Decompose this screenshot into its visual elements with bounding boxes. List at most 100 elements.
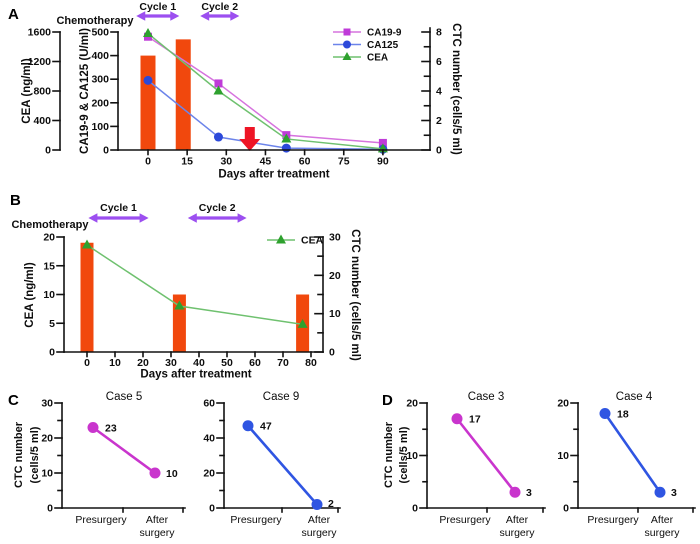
case-line — [455, 417, 517, 494]
value-label: 47 — [260, 421, 272, 433]
cycle-label: Cycle 1 — [100, 202, 137, 214]
arrow-head-icon — [136, 11, 146, 21]
tick-label: 5 — [49, 318, 55, 330]
category-label: surgery — [301, 527, 337, 539]
tick-label: 500 — [91, 27, 109, 39]
panel-d-letter: D — [382, 392, 393, 409]
axis-label: (cells/5 ml) — [398, 426, 410, 483]
tick-label: 60 — [203, 398, 215, 410]
data-point — [451, 413, 463, 425]
tick-label: 10 — [329, 308, 341, 320]
tick-label: 0 — [412, 503, 418, 515]
tick-label: 20 — [137, 357, 149, 369]
tick-label: 60 — [299, 156, 311, 168]
marker-triangle — [342, 52, 352, 60]
category-label: Presurgery — [439, 514, 491, 526]
case-title: Case 5 — [106, 391, 142, 403]
case-title: Case 4 — [616, 391, 653, 403]
marker-circle — [213, 132, 223, 142]
tick-label: 0 — [47, 503, 53, 515]
tick-label: 0 — [49, 347, 55, 359]
data-point — [654, 486, 666, 498]
tick-label: 10 — [109, 357, 121, 369]
marker-triangle — [276, 234, 286, 244]
chemotherapy-label: Chemotherapy — [56, 15, 134, 27]
tick-label: 50 — [221, 357, 233, 369]
case-line — [247, 424, 318, 506]
category-label: Presurgery — [587, 514, 639, 526]
data-point — [509, 486, 521, 498]
tick-label: 20 — [406, 398, 418, 410]
panel-c-letter: C — [8, 392, 19, 409]
data-point — [87, 422, 99, 433]
data-point — [242, 420, 254, 432]
cycle-label: Cycle 2 — [199, 202, 236, 214]
tick-label: 0 — [209, 503, 215, 515]
tick-label: 2 — [436, 115, 442, 127]
ctc-bar — [80, 242, 94, 352]
x-axis-label: Days after treatment — [140, 369, 251, 381]
tick-label: 0 — [329, 347, 335, 359]
arrow-head-icon — [139, 213, 149, 223]
tick-label: 6 — [436, 56, 442, 68]
category-label: After — [506, 514, 529, 526]
tick-label: 0 — [84, 357, 90, 369]
tick-label: 400 — [91, 50, 109, 62]
tick-label: 15 — [181, 156, 193, 168]
tick-label: 20 — [43, 232, 55, 244]
marker-triangle — [143, 27, 153, 37]
tick-label: 30 — [329, 232, 341, 244]
axis-label: CTC number (cells/5 ml) — [349, 229, 361, 361]
tick-label: 30 — [41, 398, 53, 410]
category-label: After — [146, 514, 169, 526]
tick-label: 0 — [103, 145, 109, 157]
axis-label: CA19-9 & CA125 (U/ml) — [79, 28, 91, 154]
case-line — [603, 412, 662, 493]
tick-label: 0 — [563, 503, 569, 515]
tick-label: 10 — [406, 450, 418, 462]
tick-label: 90 — [377, 156, 389, 168]
marker-square — [214, 79, 223, 88]
tick-label: 10 — [557, 450, 569, 462]
tick-label: 400 — [33, 115, 51, 127]
tick-label: 40 — [193, 357, 205, 369]
marker-square — [378, 138, 387, 147]
value-label: 3 — [671, 487, 677, 499]
chemotherapy-label: Chemotherapy — [11, 219, 89, 231]
red-arrow-icon — [239, 127, 261, 151]
marker-triangle — [82, 239, 92, 249]
value-label: 17 — [469, 414, 481, 426]
tick-label: 15 — [43, 260, 55, 272]
tick-label: 20 — [41, 433, 53, 445]
tick-label: 20 — [557, 398, 569, 410]
legend-label: CA19-9 — [367, 28, 402, 39]
tick-label: 45 — [260, 156, 272, 168]
data-point — [149, 467, 161, 479]
tick-label: 0 — [145, 156, 151, 168]
tick-label: 4 — [436, 86, 442, 98]
category-label: surgery — [644, 527, 680, 539]
tick-label: 30 — [220, 156, 232, 168]
category-label: After — [308, 514, 331, 526]
category-label: Presurgery — [230, 514, 282, 526]
legend-label: CEA — [301, 235, 324, 247]
tick-label: 1600 — [28, 27, 52, 39]
tick-label: 800 — [33, 86, 51, 98]
marker-square — [343, 28, 351, 36]
tick-label: 30 — [165, 357, 177, 369]
tick-label: 8 — [436, 27, 442, 39]
x-axis-label: Days after treatment — [218, 169, 329, 181]
value-label: 18 — [617, 408, 629, 420]
legend-label: CA125 — [367, 40, 399, 51]
ctc-bar — [140, 55, 156, 150]
category-label: Presurgery — [75, 514, 127, 526]
value-label: 3 — [526, 487, 532, 499]
tick-label: 200 — [91, 97, 109, 109]
series-line-cea — [86, 244, 303, 326]
panel-b-letter: B — [10, 192, 21, 209]
axis-label: CTC number — [383, 421, 395, 488]
ctc-bar — [175, 39, 191, 150]
arrow-head-icon — [187, 213, 197, 223]
value-label: 23 — [105, 422, 117, 434]
